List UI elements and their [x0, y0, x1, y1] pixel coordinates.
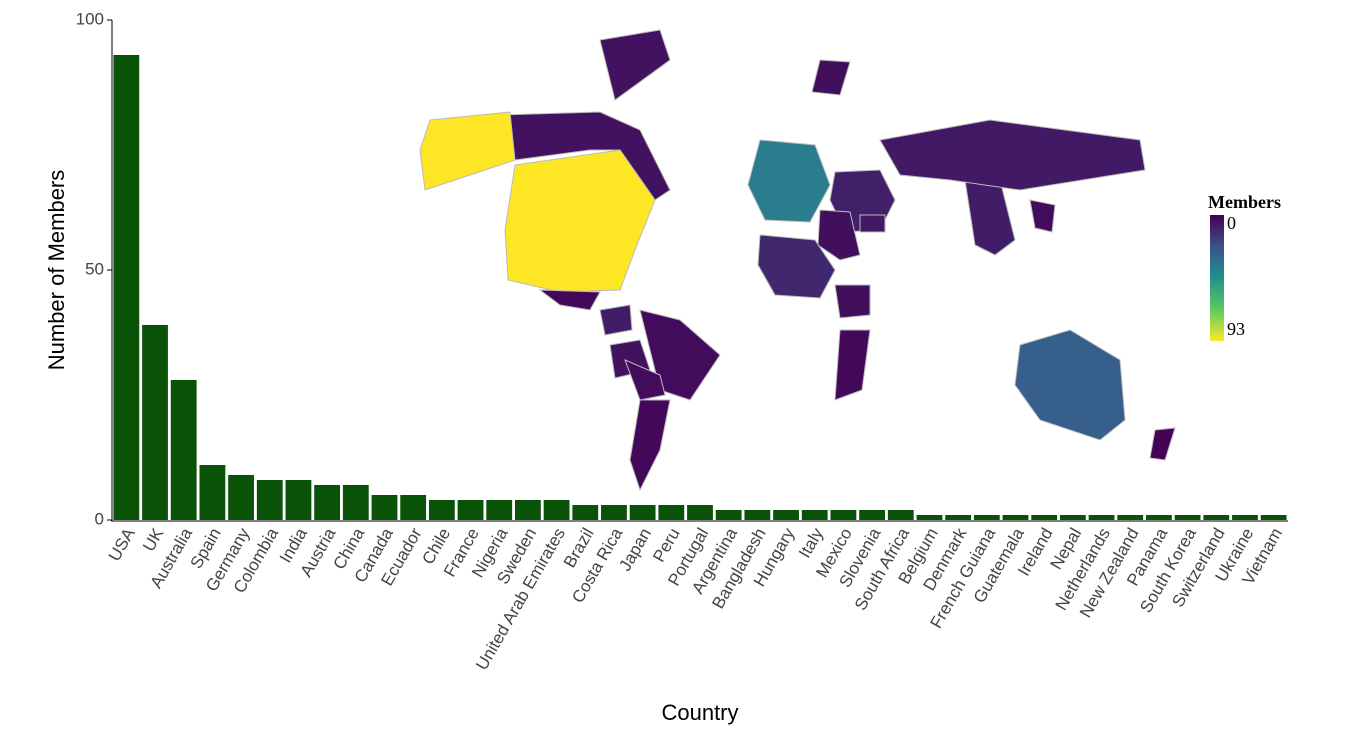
bar: [973, 515, 1000, 520]
bar: [1174, 515, 1201, 520]
bar: [543, 500, 570, 520]
map-region: [419, 111, 516, 191]
bar: [687, 505, 713, 520]
bar: [1059, 515, 1086, 520]
colorbar-label: 93: [1227, 319, 1245, 339]
map-region: [834, 284, 871, 319]
bar: [486, 500, 513, 520]
bar: [428, 500, 455, 520]
colorbar: [1210, 215, 1224, 341]
bar: [228, 475, 254, 520]
bar: [371, 495, 398, 520]
bar: [801, 510, 828, 520]
bar: [285, 480, 312, 520]
bar: [170, 380, 197, 520]
map-region: [629, 399, 671, 492]
x-tick-label: UK: [139, 524, 168, 555]
map-region: [817, 209, 861, 261]
bar: [629, 505, 656, 520]
bar: [314, 485, 341, 520]
map-region: [599, 304, 633, 336]
bar: [113, 55, 140, 520]
bar: [1203, 515, 1230, 520]
map-region: [834, 329, 871, 401]
colorbar-title: Members: [1208, 192, 1281, 212]
y-tick-label: 100: [76, 9, 104, 28]
map-region: [757, 234, 836, 299]
bar: [572, 505, 599, 520]
bar: [342, 485, 369, 520]
map-region: [859, 214, 886, 233]
y-tick-label: 50: [85, 259, 104, 278]
bar: [859, 510, 886, 520]
y-tick-label: 0: [95, 509, 104, 528]
map-region: [747, 139, 831, 223]
bar: [1117, 515, 1144, 520]
y-axis-title: Number of Members: [44, 170, 69, 371]
bar: [457, 500, 484, 520]
bar: [916, 515, 943, 520]
bar: [830, 510, 857, 520]
bar: [199, 465, 226, 520]
bar: [887, 510, 914, 520]
bar: [744, 510, 771, 520]
bar: [601, 505, 627, 520]
bar: [715, 510, 742, 520]
map-region: [1029, 199, 1056, 233]
bar: [1088, 515, 1115, 520]
bar: [1002, 515, 1029, 520]
x-axis-title: Country: [661, 700, 738, 725]
bar: [773, 510, 799, 520]
bar: [142, 325, 168, 520]
bar: [514, 500, 541, 520]
bar: [658, 505, 685, 520]
x-tick-label: USA: [105, 524, 139, 564]
map-region: [624, 359, 666, 401]
map-region: [879, 119, 1146, 191]
bar: [256, 480, 283, 520]
bar: [1232, 515, 1258, 520]
map-region: [599, 29, 671, 101]
map-inset: [419, 29, 1176, 492]
map-region: [504, 149, 656, 293]
map-region: [538, 289, 601, 311]
map-region: [964, 179, 1016, 256]
bar: [400, 495, 427, 520]
map-region: [1149, 427, 1176, 461]
map-region: [811, 59, 851, 96]
map-region: [1014, 329, 1126, 441]
colorbar-label: 0: [1227, 213, 1236, 233]
bar: [945, 515, 972, 520]
bar: [1146, 515, 1172, 520]
bar: [1260, 515, 1287, 520]
bar: [1031, 515, 1058, 520]
